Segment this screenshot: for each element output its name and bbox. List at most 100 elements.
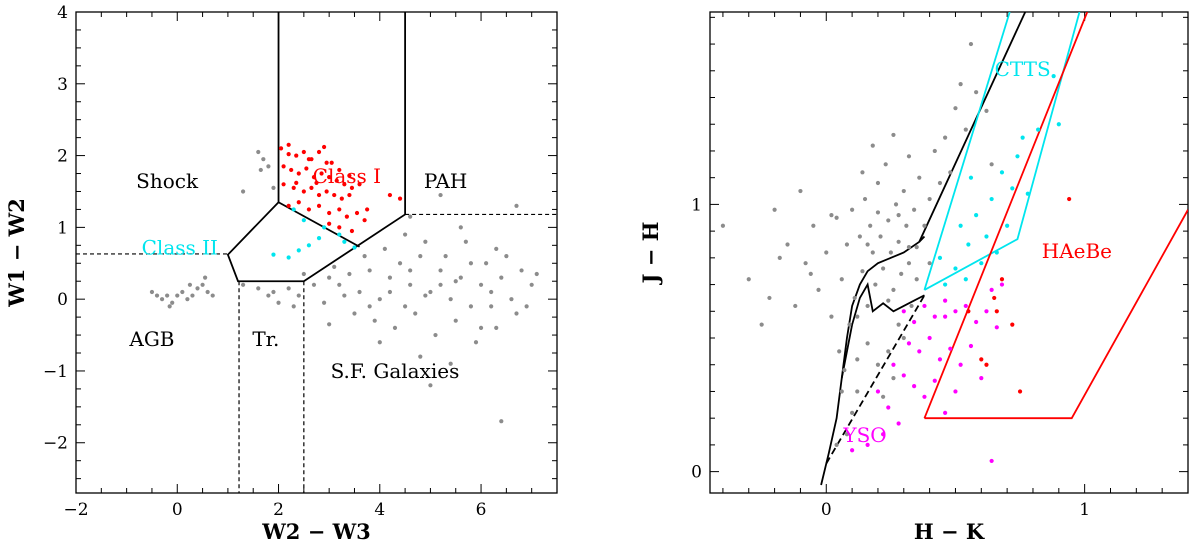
data-point bbox=[878, 234, 883, 239]
data-point bbox=[901, 373, 906, 378]
region-label: Class II bbox=[142, 236, 218, 260]
data-point bbox=[240, 282, 246, 287]
data-point bbox=[342, 182, 347, 187]
data-point bbox=[759, 322, 764, 327]
data-point bbox=[281, 164, 286, 169]
data-point bbox=[875, 362, 881, 367]
data-point bbox=[337, 207, 342, 212]
data-point bbox=[943, 298, 948, 303]
data-point bbox=[953, 106, 958, 111]
data-point bbox=[860, 269, 865, 274]
data-point bbox=[266, 164, 271, 169]
data-point bbox=[865, 442, 870, 447]
region-label: AGB bbox=[128, 327, 174, 351]
data-point bbox=[154, 293, 160, 298]
data-point bbox=[963, 127, 968, 132]
series-field bbox=[720, 41, 994, 447]
data-point bbox=[855, 389, 860, 394]
right-panel-nir-chart: 0 1 0 1 H − K J − H CTTS HAeBe YSO bbox=[638, 11, 1189, 544]
data-point bbox=[438, 282, 443, 287]
data-point bbox=[937, 255, 943, 260]
data-point bbox=[309, 185, 314, 190]
data-point bbox=[984, 234, 989, 239]
data-point bbox=[984, 362, 989, 367]
data-point bbox=[1005, 223, 1010, 228]
x-tick-label: −2 bbox=[63, 500, 88, 520]
data-point bbox=[870, 250, 875, 255]
data-point bbox=[844, 242, 850, 247]
data-point bbox=[816, 287, 821, 293]
data-point bbox=[829, 314, 834, 319]
data-point bbox=[896, 421, 901, 426]
x-tick-label: 0 bbox=[821, 500, 832, 520]
data-point bbox=[999, 282, 1005, 287]
data-point bbox=[382, 246, 387, 252]
data-point bbox=[332, 192, 337, 198]
data-point bbox=[347, 192, 352, 198]
data-point bbox=[392, 325, 398, 330]
data-point bbox=[347, 173, 352, 178]
data-point bbox=[271, 252, 276, 257]
data-point bbox=[767, 295, 772, 301]
data-point bbox=[974, 90, 979, 95]
data-point bbox=[994, 309, 999, 314]
data-point bbox=[989, 196, 994, 202]
y-tick-label: −2 bbox=[43, 434, 68, 454]
data-point bbox=[301, 218, 306, 223]
data-point bbox=[170, 300, 175, 305]
data-point bbox=[387, 192, 393, 198]
data-point bbox=[968, 175, 974, 180]
data-point bbox=[453, 318, 458, 323]
x-tick-label: 2 bbox=[273, 500, 284, 520]
x-tick-label: 1 bbox=[1079, 500, 1090, 520]
data-point bbox=[837, 349, 842, 354]
data-point bbox=[857, 234, 862, 239]
data-point bbox=[349, 228, 355, 234]
data-point bbox=[992, 295, 997, 301]
data-point bbox=[943, 282, 948, 287]
data-point bbox=[281, 182, 286, 187]
region-label: YSO bbox=[842, 423, 886, 447]
data-point bbox=[906, 154, 912, 159]
data-point bbox=[1036, 127, 1041, 132]
data-point bbox=[413, 311, 418, 316]
data-point bbox=[256, 149, 261, 155]
data-point bbox=[865, 242, 870, 247]
data-point bbox=[989, 162, 994, 167]
data-point bbox=[868, 223, 873, 228]
data-point bbox=[963, 303, 968, 309]
y-axis-title: J − H bbox=[638, 222, 663, 286]
data-point bbox=[912, 207, 917, 212]
data-point bbox=[499, 419, 504, 424]
data-point bbox=[899, 271, 904, 276]
data-point bbox=[839, 277, 844, 282]
main-sequence-giant-locus-curve bbox=[820, 235, 926, 486]
data-point bbox=[1020, 135, 1025, 140]
data-point bbox=[347, 271, 352, 277]
data-point bbox=[1010, 186, 1015, 191]
data-point bbox=[984, 309, 989, 314]
data-point bbox=[494, 246, 499, 252]
data-point bbox=[195, 286, 200, 291]
data-point bbox=[912, 319, 917, 325]
data-point bbox=[842, 367, 847, 373]
data-point bbox=[367, 304, 372, 309]
haebe-band-lower bbox=[924, 209, 1188, 420]
data-point bbox=[966, 309, 971, 314]
data-point bbox=[803, 261, 808, 266]
data-point bbox=[948, 346, 953, 351]
data-point bbox=[829, 212, 834, 218]
data-point bbox=[1015, 154, 1020, 159]
data-point bbox=[886, 349, 891, 354]
data-point bbox=[881, 394, 886, 399]
x-tick-label: 4 bbox=[374, 500, 385, 520]
data-point bbox=[953, 266, 958, 271]
ctts-band-lower bbox=[924, 12, 1081, 291]
data-point bbox=[979, 375, 984, 381]
data-point bbox=[342, 239, 347, 244]
data-point bbox=[200, 282, 205, 287]
data-point bbox=[922, 394, 927, 399]
x-tick-label: 0 bbox=[172, 500, 183, 520]
series-yso bbox=[850, 282, 1005, 464]
